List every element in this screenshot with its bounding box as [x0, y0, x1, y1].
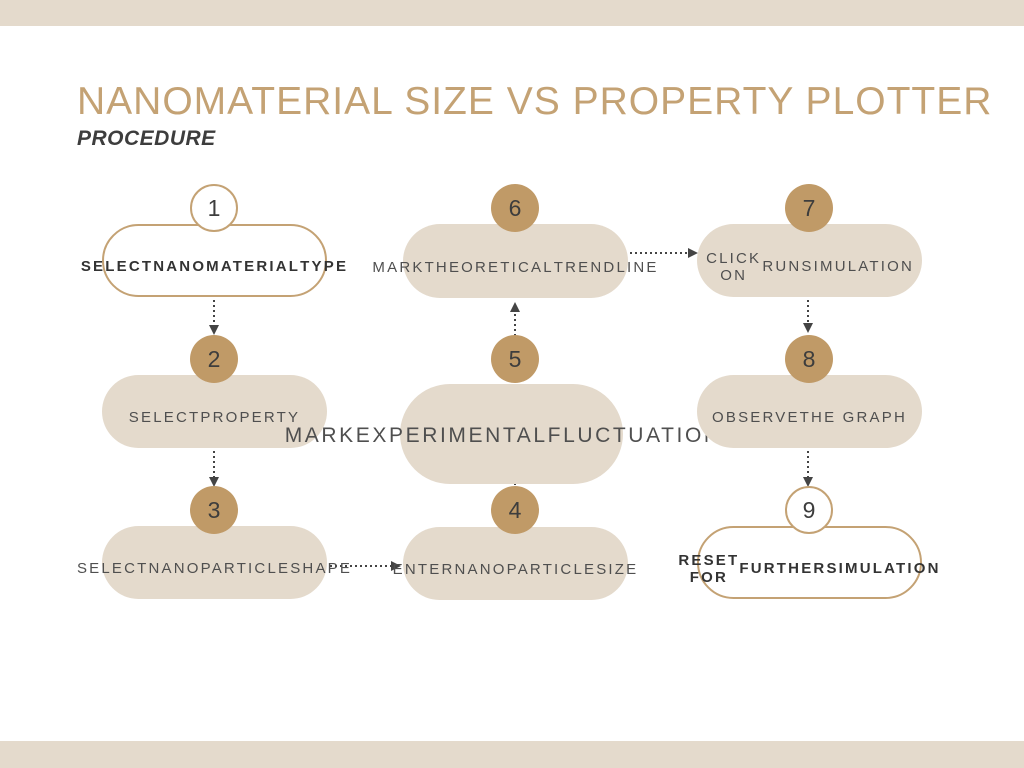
step-7-line-1: CLICK ON: [706, 249, 762, 284]
page-title: NANOMATERIAL SIZE VS PROPERTY PLOTTER: [77, 80, 993, 123]
step-9-line-2: FURTHER: [739, 560, 827, 577]
step-5-line-1: MARK: [284, 424, 356, 447]
top-band: [0, 0, 1024, 26]
step-4-line-2: NANOPARTICLE: [454, 561, 597, 578]
step-8-line-2: THE GRAPH: [799, 409, 907, 426]
step-1-box: SELECT NANOMATERIAL TYPE: [81, 224, 346, 297]
step-8-box: OBSERVE THE GRAPH: [697, 375, 922, 448]
step-8-badge: 8: [785, 335, 833, 383]
step-1-badge: 1: [190, 184, 238, 232]
step-6-line-2: THEORETICAL: [424, 258, 554, 276]
bottom-band: [0, 741, 1024, 768]
step-9-badge: 9: [785, 486, 833, 534]
step-1-line-3: TYPE: [300, 258, 349, 275]
step-7-badge: 7: [785, 184, 833, 232]
step-1-line-2: NANOMATERIAL: [153, 258, 301, 275]
step-7-line-3: SIMULATION: [801, 258, 914, 275]
step-6-line-3: TRENDLINE: [553, 258, 659, 276]
step-8-line-1: OBSERVE: [712, 409, 800, 426]
step-2-badge: 2: [190, 335, 238, 383]
step-4-box: ENTER NANOPARTICLE SIZE: [393, 527, 636, 600]
step-6-line-1: MARK: [372, 258, 425, 276]
step-1-line-1: SELECT: [80, 258, 154, 275]
step-6-badge: 6: [491, 184, 539, 232]
step-7-line-2: RUN: [762, 258, 802, 275]
step-3-line-1: SELECT: [76, 560, 149, 577]
step-3-box: SELECT NANOPARTICLE SHAPE: [77, 526, 350, 599]
step-9-box: RESET FOR FURTHER SIMULATION: [678, 526, 938, 599]
step-5-line-2: EXPERIMENTAL: [355, 424, 548, 447]
step-4-badge: 4: [491, 486, 539, 534]
step-3-badge: 3: [190, 486, 238, 534]
step-5-badge: 5: [491, 335, 539, 383]
step-5-line-3: FLUCTUATIONS: [547, 424, 739, 447]
step-3-line-2: NANOPARTICLE: [148, 560, 291, 577]
step-9-line-1: RESET FOR: [678, 551, 740, 586]
step-4-line-3: SIZE: [596, 561, 639, 578]
step-2-box: SELECT PROPERTY: [102, 375, 327, 448]
step-2-line-2: PROPERTY: [200, 409, 301, 426]
step-6-box: MARK THEORETICAL TRENDLINE: [372, 224, 656, 298]
step-9-line-3: SIMULATION: [826, 560, 941, 577]
step-2-line-1: SELECT: [128, 409, 201, 426]
page-subtitle: PROCEDURE: [77, 127, 216, 150]
step-3-line-3: SHAPE: [290, 560, 353, 577]
step-5-box: MARK EXPERIMENTAL FLUCTUATIONS: [285, 384, 736, 484]
step-4-line-1: ENTER: [392, 561, 455, 578]
step-7-box: CLICK ON RUN SIMULATION: [697, 224, 922, 297]
